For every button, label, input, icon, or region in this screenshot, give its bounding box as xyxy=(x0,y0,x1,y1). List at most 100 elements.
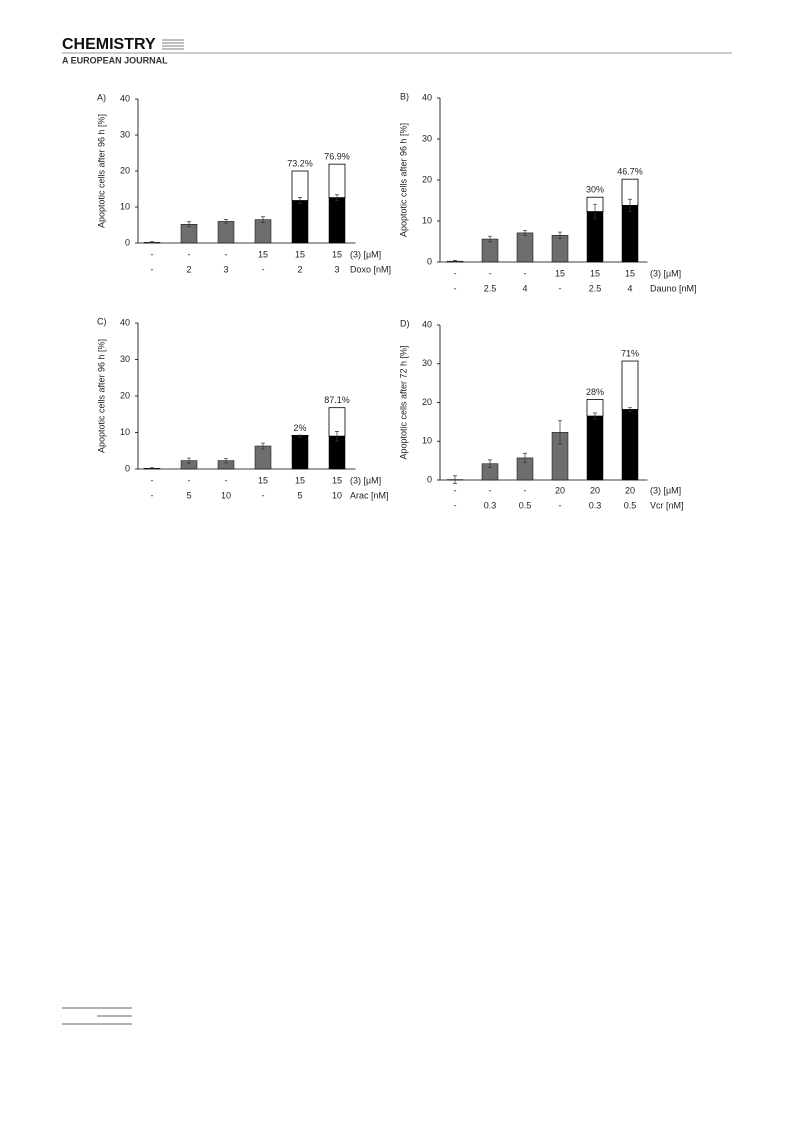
row-cell: 3 xyxy=(334,264,339,274)
bar xyxy=(587,416,603,480)
panel-label: C) xyxy=(97,316,107,326)
y-tick-label: 30 xyxy=(120,354,130,364)
y-tick-label: 40 xyxy=(422,92,432,102)
row-label: Vcr [nM] xyxy=(650,500,684,510)
row-label: (3) [µM] xyxy=(350,475,381,485)
percent-annotation: 28% xyxy=(586,387,604,397)
bar xyxy=(622,409,638,480)
row-cell: - xyxy=(454,500,457,510)
journal-title: CHEMISTRY xyxy=(62,36,156,53)
y-axis-label: Apoptotic cells after 96 h [%] xyxy=(96,114,106,228)
row-cell: 3 xyxy=(223,264,228,274)
row-cell: - xyxy=(262,490,265,500)
row-cell: 4 xyxy=(627,283,632,293)
y-tick-label: 10 xyxy=(120,201,130,211)
y-axis-label: Apoptotic cells after 72 h [%] xyxy=(398,345,408,459)
percent-annotation: 76.9% xyxy=(324,152,350,162)
row-cell: 15 xyxy=(590,268,600,278)
bar xyxy=(218,221,234,243)
percent-annotation: 71% xyxy=(621,348,639,358)
row-cell: 15 xyxy=(555,268,565,278)
row-cell: - xyxy=(151,490,154,500)
row-cell: 15 xyxy=(258,475,268,485)
row-cell: 15 xyxy=(625,268,635,278)
row-cell: 10 xyxy=(332,490,342,500)
row-cell: - xyxy=(489,485,492,495)
row-cell: 0.3 xyxy=(484,500,497,510)
row-cell: 2.5 xyxy=(589,283,602,293)
bar xyxy=(482,239,498,262)
row-cell: 15 xyxy=(258,249,268,259)
row-cell: 5 xyxy=(297,490,302,500)
row-cell: - xyxy=(559,283,562,293)
panel-label: B) xyxy=(400,91,409,101)
row-cell: 5 xyxy=(186,490,191,500)
row-cell: - xyxy=(151,264,154,274)
row-cell: 2 xyxy=(297,264,302,274)
row-cell: 0.5 xyxy=(519,500,532,510)
bar xyxy=(255,446,271,469)
row-cell: - xyxy=(489,268,492,278)
y-tick-label: 40 xyxy=(120,317,130,327)
row-cell: 20 xyxy=(590,485,600,495)
row-cell: - xyxy=(262,264,265,274)
row-cell: 15 xyxy=(332,475,342,485)
row-label: Doxo [nM] xyxy=(350,264,391,274)
row-cell: 10 xyxy=(221,490,231,500)
percent-annotation: 87.1% xyxy=(324,395,350,405)
y-tick-label: 0 xyxy=(125,237,130,247)
y-tick-label: 40 xyxy=(422,319,432,329)
row-cell: - xyxy=(524,268,527,278)
y-tick-label: 10 xyxy=(120,427,130,437)
row-label: (3) [µM] xyxy=(650,485,681,495)
row-cell: - xyxy=(454,485,457,495)
row-cell: 2 xyxy=(186,264,191,274)
row-cell: - xyxy=(524,485,527,495)
y-tick-label: 10 xyxy=(422,215,432,225)
y-tick-label: 30 xyxy=(120,129,130,139)
bar-top-segment xyxy=(329,164,345,197)
bar xyxy=(292,201,308,243)
bar xyxy=(255,220,271,243)
row-label: Dauno [nM] xyxy=(650,283,697,293)
bar-top-segment xyxy=(292,171,308,201)
row-cell: 15 xyxy=(295,475,305,485)
row-cell: - xyxy=(225,249,228,259)
title-stripes xyxy=(162,40,184,49)
row-cell: - xyxy=(151,249,154,259)
row-cell: 0.5 xyxy=(624,500,637,510)
y-axis-label: Apoptotic cells after 96 h [%] xyxy=(96,339,106,453)
bar xyxy=(292,436,308,469)
row-cell: - xyxy=(225,475,228,485)
row-cell: 20 xyxy=(555,485,565,495)
row-label: (3) [µM] xyxy=(350,249,381,259)
y-tick-label: 0 xyxy=(427,474,432,484)
bar-top-segment xyxy=(622,361,638,409)
row-cell: 15 xyxy=(295,249,305,259)
row-cell: 2.5 xyxy=(484,283,497,293)
row-cell: 0.3 xyxy=(589,500,602,510)
row-cell: - xyxy=(188,249,191,259)
row-cell: 4 xyxy=(522,283,527,293)
y-tick-label: 0 xyxy=(125,463,130,473)
y-tick-label: 10 xyxy=(422,436,432,446)
bar xyxy=(329,198,345,243)
row-cell: - xyxy=(559,500,562,510)
percent-annotation: 30% xyxy=(586,185,604,195)
row-cell: - xyxy=(188,475,191,485)
row-cell: 15 xyxy=(332,249,342,259)
row-label: (3) [µM] xyxy=(650,268,681,278)
row-cell: 20 xyxy=(625,485,635,495)
y-tick-label: 40 xyxy=(120,93,130,103)
bar xyxy=(622,205,638,262)
percent-annotation: 73.2% xyxy=(287,158,313,168)
footer-rules xyxy=(62,1008,132,1024)
y-tick-label: 20 xyxy=(120,390,130,400)
y-tick-label: 20 xyxy=(422,174,432,184)
percent-annotation: 2% xyxy=(293,423,306,433)
panel-label: A) xyxy=(97,92,106,102)
percent-annotation: 46.7% xyxy=(617,167,643,177)
panel-label: D) xyxy=(400,318,410,328)
y-tick-label: 0 xyxy=(427,256,432,266)
